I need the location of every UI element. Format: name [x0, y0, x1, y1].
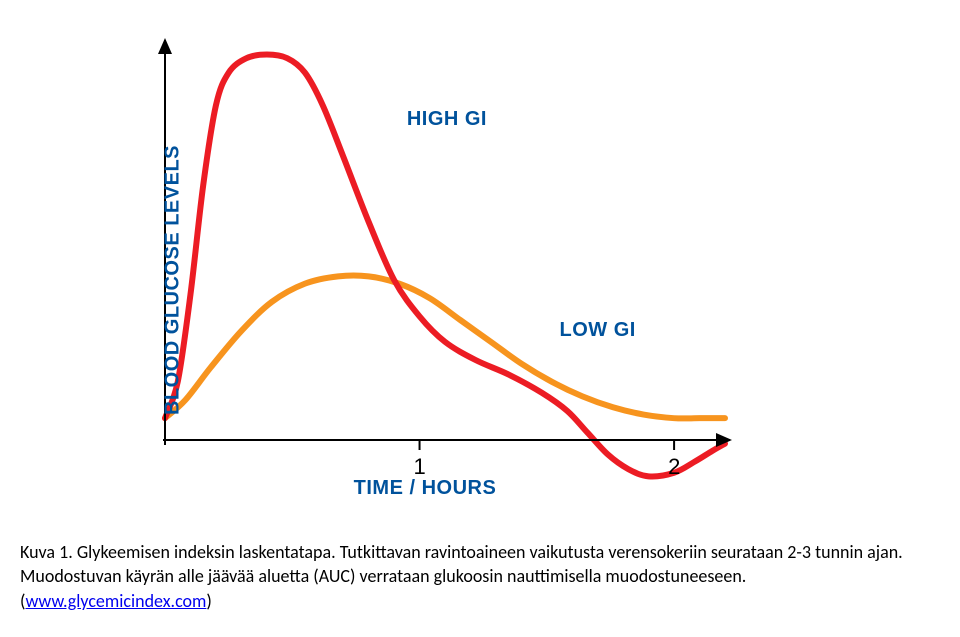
caption-suffix: ): [206, 590, 211, 612]
figure-caption: Kuva 1. Glykeemisen indeksin laskentatap…: [20, 540, 920, 613]
high-gi-label: HIGH GI: [407, 108, 487, 131]
page-root: BLOOD GLUCOSE LEVELS HIGH GI LOW GI 1 2 …: [0, 0, 960, 637]
low-gi-label: LOW GI: [560, 319, 636, 342]
caption-link[interactable]: www.glycemicindex.com: [25, 590, 206, 612]
chart-svg: [105, 30, 745, 500]
gi-chart: BLOOD GLUCOSE LEVELS HIGH GI LOW GI 1 2 …: [105, 30, 745, 500]
y-axis-label: BLOOD GLUCOSE LEVELS: [162, 145, 185, 415]
x-axis-label: TIME / HOURS: [105, 477, 745, 500]
